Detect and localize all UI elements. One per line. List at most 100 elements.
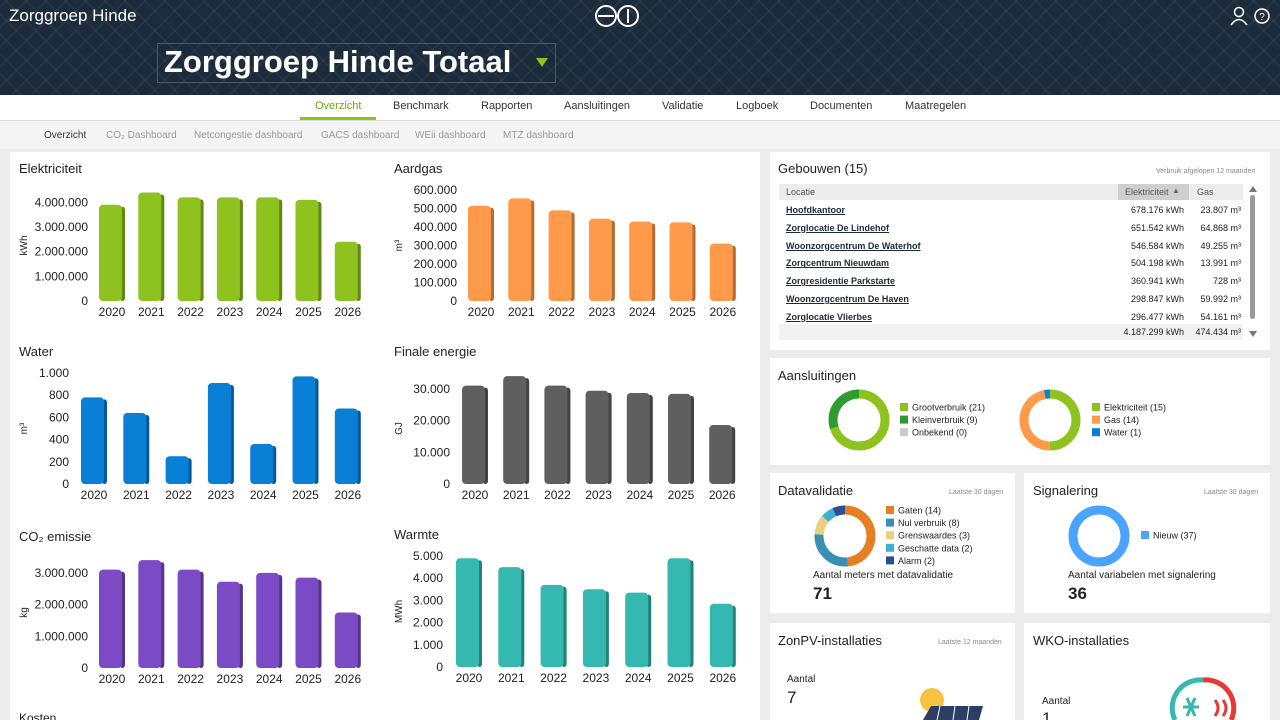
location-link[interactable]: Woonzorgcentrum De Haven (786, 294, 909, 304)
bar (498, 567, 522, 667)
legend-swatch (1092, 415, 1100, 424)
y-tick-label: 20.000 (413, 414, 450, 428)
legend-swatch (1092, 403, 1100, 411)
nav-tab[interactable]: Validatie (662, 100, 704, 112)
legend-swatch (886, 506, 894, 514)
legend-swatch (886, 556, 894, 565)
location-link[interactable]: Zorgcentrum Nieuwdam (786, 258, 890, 269)
legend-swatch (900, 428, 908, 437)
location-link[interactable]: Zorglocatie Vlierbes (786, 311, 873, 322)
location-link[interactable]: Woonzorgcentrum De Waterhof (786, 240, 921, 251)
x-tick-label: 2020 (99, 305, 126, 319)
y-tick-label: 0 (81, 661, 88, 675)
x-tick-label: 2023 (583, 671, 610, 685)
legend-label: Nieuw (37) (1153, 531, 1197, 541)
x-tick-label: 2021 (138, 672, 165, 686)
y-tick-label: 0 (436, 660, 443, 674)
signalering-card (1024, 473, 1270, 613)
bar (462, 385, 485, 484)
datavalidatie-card (770, 473, 1015, 613)
legend-label: Gaten (14) (898, 506, 941, 516)
cell: 728 m³ (1212, 276, 1241, 287)
bar (667, 558, 691, 667)
y-tick-label: 0 (450, 294, 457, 308)
title-dropdown[interactable] (157, 43, 556, 83)
card-note: Laatste 30 dagen (949, 489, 1004, 496)
total-cell: 474.434 m³ (1195, 327, 1241, 337)
bar (588, 218, 612, 301)
x-tick-label: 2020 (462, 488, 489, 502)
x-tick-label: 2024 (626, 488, 653, 502)
x-tick-label: 2021 (498, 671, 525, 685)
nav-tab[interactable]: Maatregelen (905, 100, 967, 112)
nav-tab[interactable]: Aansluitingen (564, 100, 631, 112)
legend-label: Elektriciteit (15) (1104, 403, 1166, 413)
axis-label: kg (19, 607, 30, 618)
subnav-tab[interactable]: GACS dashboard (321, 130, 400, 141)
scrollbar[interactable] (1250, 195, 1255, 319)
header (0, 0, 1280, 95)
bar (334, 241, 358, 301)
bar (216, 581, 240, 668)
x-tick-label: 2020 (456, 671, 483, 685)
nav-tab[interactable]: Logboek (736, 100, 779, 112)
nav-tab[interactable]: Documenten (810, 100, 873, 112)
y-tick-label: 2.000.000 (35, 598, 89, 612)
chart-title: Aardgas (394, 161, 443, 176)
x-tick-label: 2025 (292, 488, 319, 502)
y-tick-label: 1.000 (39, 366, 69, 380)
column-header: Locatie (786, 187, 816, 197)
bar (709, 425, 733, 484)
subnav-tab[interactable]: MTZ dashboard (503, 130, 574, 141)
donut-segment (814, 505, 876, 567)
nav-tab[interactable]: Overzicht (315, 100, 362, 112)
bar (508, 198, 532, 301)
legend-label: Geschatte data (2) (898, 543, 973, 553)
caption: Aantal meters met datavalidatie (813, 570, 954, 581)
bar (625, 592, 649, 667)
y-tick-label: 300.000 (414, 239, 458, 253)
y-tick-label: 800 (49, 388, 69, 402)
brand[interactable]: Zorggroep Hinde (9, 6, 137, 25)
subnav-tab[interactable]: WEii dashboard (415, 130, 486, 141)
bar (123, 412, 147, 484)
bar (99, 204, 122, 301)
sorted-header[interactable] (1118, 184, 1189, 200)
y-tick-label: 5.000 (413, 549, 443, 563)
nav-tab[interactable]: Rapporten (481, 100, 533, 112)
subnav-tab[interactable]: Netcongestie dashboard (194, 130, 303, 141)
location-link[interactable]: Zorglocatie De Lindehof (786, 222, 890, 233)
cell: 504.198 kWh (1130, 258, 1184, 269)
bar (256, 572, 280, 668)
zonpv-card (770, 623, 1015, 720)
y-tick-label: 1.000.000 (35, 269, 89, 283)
y-tick-label: 4.000 (413, 571, 443, 585)
user-icons[interactable]: ? (1230, 6, 1274, 26)
y-tick-label: 1.000 (413, 638, 443, 652)
card-note: Laatste 12 maanden (938, 639, 1002, 646)
logo[interactable] (594, 4, 640, 28)
dropdown-arrow[interactable] (536, 58, 548, 68)
bar (468, 205, 491, 301)
cell: 49.255 m³ (1200, 240, 1241, 251)
x-tick-label: 2021 (138, 305, 165, 319)
nav-bar (0, 95, 1280, 120)
bar (709, 603, 733, 667)
x-tick-label: 2025 (669, 305, 696, 319)
bar (548, 210, 572, 301)
nav-tab[interactable]: Benchmark (393, 100, 449, 112)
subnav-tab[interactable]: CO₂ Dashboard (106, 130, 177, 141)
x-tick-label: 2022 (540, 671, 567, 685)
legend-swatch (900, 415, 908, 424)
caption: Aantal variabelen met signalering (1068, 570, 1216, 581)
y-tick-label: 4.000.000 (35, 195, 89, 209)
chart-title: CO₂ emissie (19, 529, 91, 544)
location-link[interactable]: Zorgresidentie Parkstarte (786, 276, 896, 287)
x-tick-label: 2025 (667, 671, 694, 685)
subnav-tab[interactable]: Overzicht (44, 130, 87, 141)
location-link[interactable]: Hoofdkantoor (786, 205, 845, 215)
cell: 64.868 m³ (1200, 222, 1241, 233)
chart-title: Warmte (394, 527, 439, 542)
